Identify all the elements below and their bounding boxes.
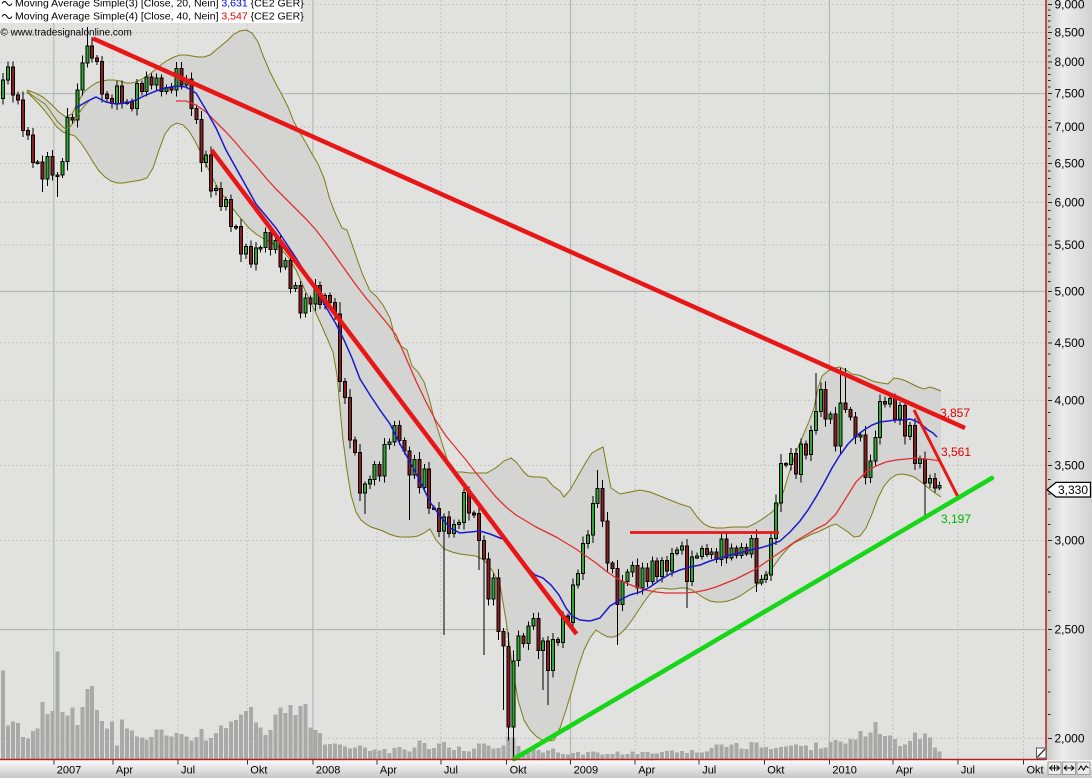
- svg-text:Jul: Jul: [444, 765, 458, 777]
- svg-text:Apr: Apr: [638, 765, 655, 777]
- svg-text:3,000: 3,000: [1055, 534, 1085, 548]
- svg-text:8,000: 8,000: [1055, 55, 1085, 69]
- svg-text:5,000: 5,000: [1055, 284, 1085, 298]
- svg-text:9,000: 9,000: [1055, 0, 1085, 12]
- svg-text:6,000: 6,000: [1055, 195, 1085, 209]
- svg-text:Okt: Okt: [510, 765, 527, 777]
- svg-text:2010: 2010: [832, 765, 856, 777]
- svg-text:3,500: 3,500: [1055, 458, 1085, 472]
- svg-text:Jul: Jul: [181, 765, 195, 777]
- svg-text:7,000: 7,000: [1055, 120, 1085, 134]
- svg-text:Jul: Jul: [702, 765, 716, 777]
- svg-text:Okt: Okt: [767, 765, 784, 777]
- svg-text:3,561: 3,561: [941, 445, 971, 459]
- svg-text:4,500: 4,500: [1055, 336, 1085, 350]
- svg-text:3,330: 3,330: [1058, 483, 1088, 497]
- svg-text:Apr: Apr: [896, 765, 913, 777]
- svg-text:Okt: Okt: [250, 765, 267, 777]
- svg-text:6,500: 6,500: [1055, 156, 1085, 170]
- svg-text:Apr: Apr: [380, 765, 397, 777]
- svg-text:Apr: Apr: [116, 765, 133, 777]
- svg-text:3,857: 3,857: [940, 406, 970, 420]
- svg-text:3,197: 3,197: [941, 512, 971, 526]
- svg-text:4,000: 4,000: [1055, 393, 1085, 407]
- svg-text:5,500: 5,500: [1055, 238, 1085, 252]
- svg-text:Okt: Okt: [1027, 765, 1044, 777]
- svg-text:2,000: 2,000: [1055, 731, 1085, 745]
- svg-text:Jul: Jul: [961, 765, 975, 777]
- svg-text:2007: 2007: [57, 765, 81, 777]
- svg-text:Moving Average Simple(3) [Clos: Moving Average Simple(3) [Close, 20, Nei…: [15, 0, 304, 10]
- svg-text:2008: 2008: [316, 765, 340, 777]
- svg-text:8,500: 8,500: [1055, 26, 1085, 40]
- svg-text:2,500: 2,500: [1055, 623, 1085, 637]
- svg-text:© www.tradesignalonline.com: © www.tradesignalonline.com: [1, 28, 132, 39]
- svg-text:7,500: 7,500: [1055, 87, 1085, 101]
- svg-text:2009: 2009: [574, 765, 598, 777]
- svg-text:Moving Average Simple(4) [Clos: Moving Average Simple(4) [Close, 40, Nei…: [15, 11, 304, 23]
